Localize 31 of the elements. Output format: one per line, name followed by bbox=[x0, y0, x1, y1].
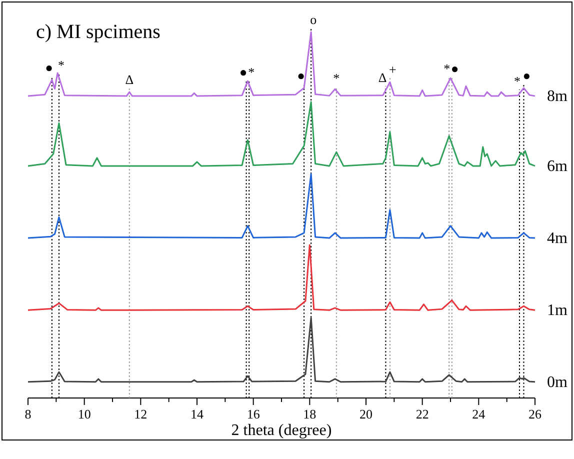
x-tick-label: 26 bbox=[528, 406, 542, 422]
ref-line-label: Δ bbox=[125, 72, 134, 88]
ref-line-label: ● bbox=[239, 64, 248, 80]
ref-line-label: * bbox=[248, 64, 255, 80]
x-tick-label: 12 bbox=[134, 406, 148, 422]
ref-line-label: o bbox=[310, 12, 317, 27]
ref-line-label: Δ bbox=[378, 70, 387, 86]
x-tick-label: 20 bbox=[360, 406, 372, 422]
series-label: 6m bbox=[547, 158, 568, 175]
ref-line-label: + bbox=[388, 62, 396, 78]
ref-line-label: * bbox=[58, 57, 64, 72]
ref-line-label: ● bbox=[450, 60, 459, 76]
ref-line-label: * bbox=[444, 60, 450, 76]
x-tick-label: 8 bbox=[24, 406, 32, 422]
ref-line-label: ● bbox=[297, 68, 306, 83]
x-tick-label: 10 bbox=[78, 406, 91, 422]
series-label: 8m bbox=[547, 88, 568, 106]
ref-line-label: ● bbox=[522, 68, 531, 83]
ref-line-label: * bbox=[514, 73, 521, 88]
ref-line-label: * bbox=[333, 70, 340, 86]
series-label: 4m bbox=[547, 230, 568, 248]
x-axis-title: 2 theta (degree) bbox=[231, 422, 332, 439]
x-tick-label: 18 bbox=[303, 406, 316, 422]
chart-title: c) MI spcimens bbox=[36, 21, 161, 43]
ref-line-label: ● bbox=[45, 60, 53, 75]
series-label: 1m bbox=[547, 302, 568, 320]
x-tick-label: 16 bbox=[246, 406, 260, 422]
series-label: 0m bbox=[547, 374, 568, 391]
x-tick-label: 24 bbox=[472, 406, 486, 422]
x-tick-label: 22 bbox=[416, 406, 429, 422]
x-tick-label: 14 bbox=[190, 406, 204, 422]
